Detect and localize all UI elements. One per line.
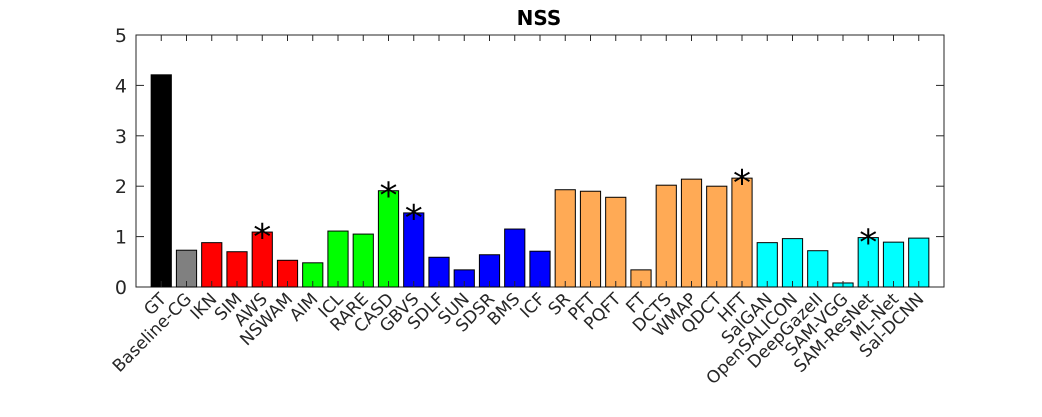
bar-opensalicon	[781, 238, 804, 288]
bar-pqft	[605, 196, 627, 288]
bar-qdct	[706, 185, 728, 288]
bar-gt	[150, 74, 172, 288]
bar-sr	[554, 189, 576, 288]
y-tick-label: 1	[115, 227, 127, 249]
y-tick-label: 0	[115, 277, 127, 299]
y-axis: 0 1 2 3 4 5	[115, 25, 944, 299]
significance-star-gbvs: *	[405, 198, 423, 239]
y-tick-label: 2	[115, 176, 127, 198]
chart-title: NSS	[517, 6, 562, 30]
bar-bms	[504, 228, 526, 288]
y-tick-label: 4	[115, 75, 127, 97]
significance-star-aws: *	[253, 217, 271, 258]
bar-wmap	[680, 178, 703, 288]
bar-rare	[352, 233, 374, 288]
significance-star-casd: *	[380, 176, 398, 217]
bar-ml-net	[882, 241, 905, 288]
significance-markers: *****	[253, 163, 877, 263]
bar-ikn	[201, 242, 223, 288]
bar-sal-dcnn	[908, 237, 930, 288]
y-tick-label: 5	[115, 25, 127, 47]
bars	[150, 74, 930, 288]
y-tick-label: 3	[115, 126, 127, 148]
significance-star-hft: *	[733, 163, 751, 204]
significance-star-sam-resnet: *	[859, 223, 877, 264]
bar-pft	[579, 190, 602, 288]
bar-dcts	[655, 184, 677, 288]
bar-salgan	[756, 242, 778, 288]
bar-icl	[327, 230, 349, 288]
